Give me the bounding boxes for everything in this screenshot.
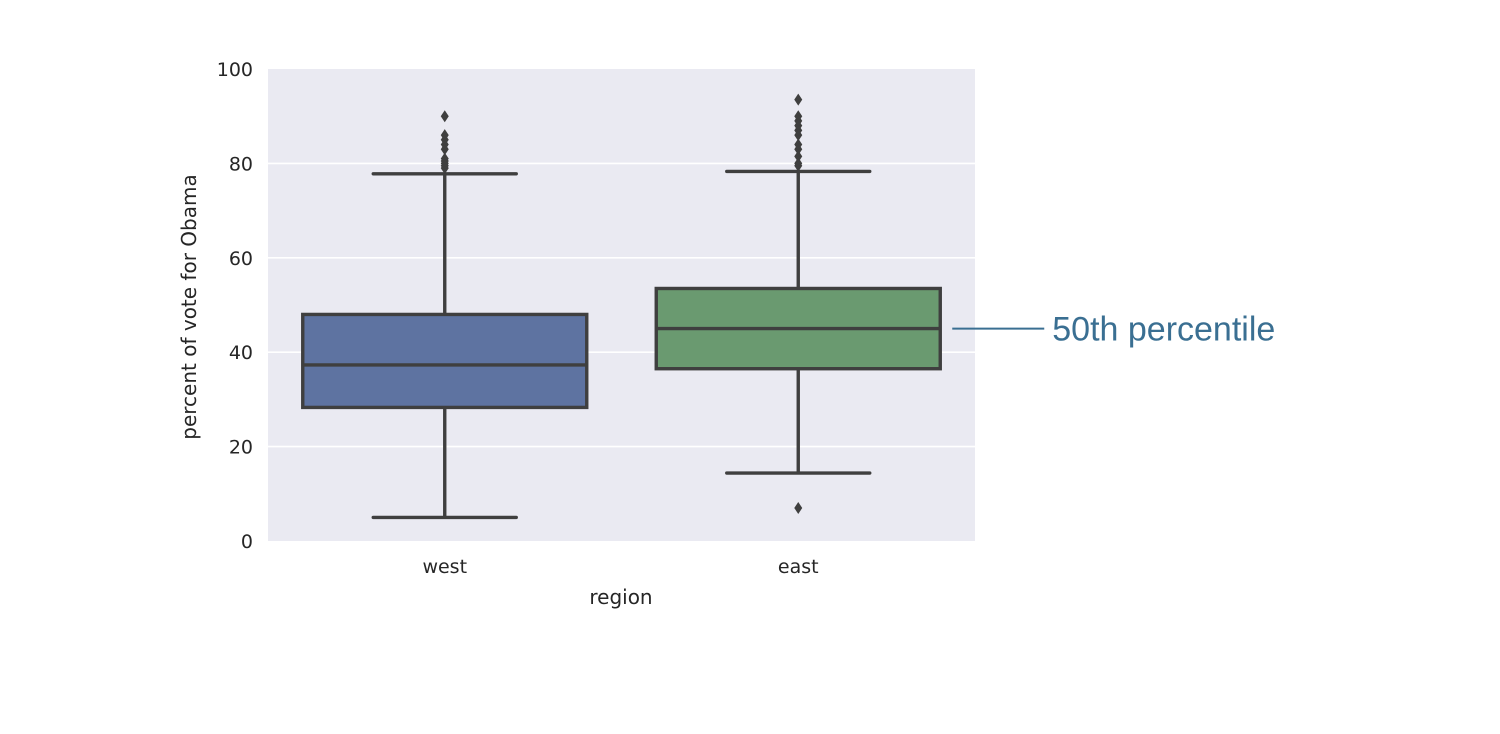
x-tick-labels: west east: [422, 556, 818, 578]
outlier-point: [794, 150, 803, 163]
y-tick-labels: 0 20 40 60 80 100: [217, 59, 253, 553]
outlier-point: [440, 129, 449, 142]
boxes: [301, 93, 942, 520]
outlier-point: [794, 110, 803, 123]
y-tick-label: 100: [217, 59, 253, 81]
y-tick-label: 60: [229, 248, 253, 270]
x-tick-label: west: [422, 556, 467, 578]
annotation-label: 50th percentile: [1052, 311, 1275, 349]
outlier-point: [440, 110, 449, 123]
outlier-point: [794, 501, 803, 514]
y-tick-label: 20: [229, 437, 253, 459]
y-tick-label: 0: [241, 531, 253, 553]
outlier-point: [794, 138, 803, 151]
outlier-point: [794, 157, 803, 170]
outlier-point: [440, 152, 449, 165]
y-axis-title: percent of vote for Obama: [177, 174, 201, 439]
annotation: 50th percentile: [952, 311, 1275, 349]
box-group-east: [654, 93, 942, 514]
x-tick-label: east: [778, 556, 819, 578]
box-group-west: [301, 110, 589, 520]
y-tick-label: 40: [229, 342, 253, 364]
y-tick-label: 80: [229, 153, 253, 175]
x-axis-title: region: [589, 585, 652, 609]
outlier-point: [794, 93, 803, 106]
box-iqr: [301, 312, 589, 410]
